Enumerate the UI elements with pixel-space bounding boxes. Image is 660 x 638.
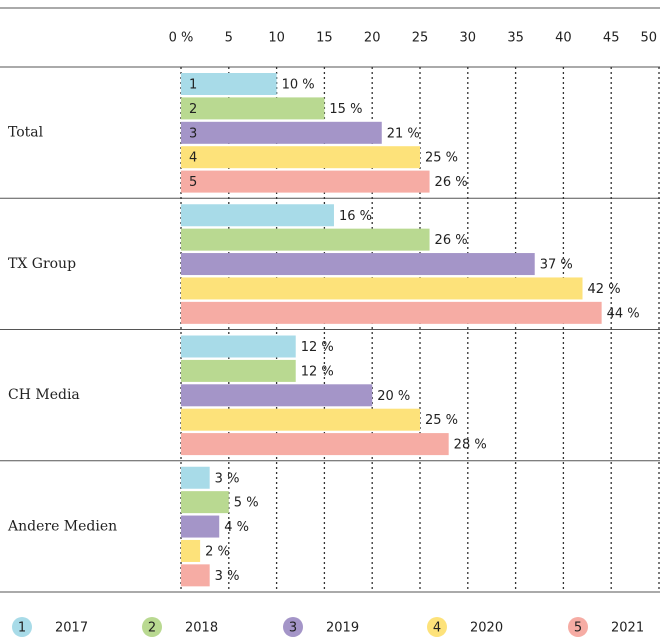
value-label: 16 % — [339, 209, 372, 224]
value-label: 5 % — [234, 496, 259, 511]
value-label: 25 % — [425, 413, 458, 428]
bar — [181, 170, 430, 193]
value-label: 28 % — [454, 438, 487, 453]
value-label: 42 % — [588, 282, 621, 297]
bar-marker: 2 — [189, 102, 197, 117]
legend-marker: 5 — [574, 621, 582, 636]
value-label: 20 % — [377, 389, 410, 404]
bar — [181, 121, 382, 144]
value-label: 44 % — [607, 306, 640, 321]
value-label: 26 % — [435, 233, 468, 248]
legend-marker: 4 — [433, 621, 441, 636]
bar — [181, 539, 201, 562]
legend-marker: 2 — [148, 621, 156, 636]
category-label: CH Media — [8, 387, 80, 403]
category-label: Andere Medien — [7, 518, 117, 534]
bar — [181, 277, 583, 300]
x-tick-label: 20 — [364, 31, 381, 46]
value-label: 2 % — [205, 544, 230, 559]
bar — [181, 228, 430, 251]
x-tick-label: 10 — [268, 31, 285, 46]
bar — [181, 491, 229, 514]
x-tick-label: 15 — [316, 31, 333, 46]
bar — [181, 433, 449, 456]
legend-swatch — [12, 617, 32, 637]
legend-label: 2018 — [185, 621, 218, 636]
bar-marker: 5 — [189, 175, 197, 190]
x-tick-label: 25 — [412, 31, 429, 46]
bar-marker: 4 — [189, 151, 197, 166]
value-label: 3 % — [215, 569, 240, 584]
category-label: Total — [8, 125, 44, 141]
bar — [181, 97, 325, 120]
bar-marker: 3 — [189, 126, 197, 141]
bar-marker: 1 — [189, 78, 197, 93]
bar — [181, 408, 420, 431]
x-tick-label: 50 — [640, 31, 657, 46]
bar — [181, 335, 296, 358]
bar — [181, 204, 334, 227]
bar — [181, 384, 373, 407]
value-label: 12 % — [301, 364, 334, 379]
x-tick-label: 35 — [507, 31, 524, 46]
legend-swatch — [283, 617, 303, 637]
legend-label: 2019 — [326, 621, 359, 636]
value-label: 21 % — [387, 126, 420, 141]
x-tick-label: 0 % — [169, 31, 194, 46]
bar — [181, 515, 220, 538]
x-tick-label: 40 — [555, 31, 572, 46]
legend-marker: 1 — [18, 621, 26, 636]
value-label: 26 % — [435, 175, 468, 190]
value-label: 37 % — [540, 258, 573, 273]
bar — [181, 466, 210, 489]
bar — [181, 73, 277, 95]
bar — [181, 253, 535, 276]
legend-swatch — [568, 617, 588, 637]
legend-marker: 3 — [289, 621, 297, 636]
legend-label: 2017 — [55, 621, 88, 636]
bar — [181, 301, 602, 324]
legend-label: 2020 — [470, 621, 503, 636]
x-tick-label: 5 — [225, 31, 233, 46]
bar — [181, 359, 296, 382]
legend-label: 2021 — [611, 621, 644, 636]
x-tick-label: 45 — [603, 31, 620, 46]
value-label: 3 % — [215, 471, 240, 486]
value-label: 25 % — [425, 151, 458, 166]
value-label: 12 % — [301, 340, 334, 355]
legend-swatch — [142, 617, 162, 637]
x-tick-label: 30 — [460, 31, 477, 46]
value-label: 15 % — [329, 102, 362, 117]
bar — [181, 564, 210, 587]
legend-swatch — [427, 617, 447, 637]
value-label: 10 % — [282, 78, 315, 93]
category-label: TX Group — [8, 256, 76, 272]
bar — [181, 146, 420, 169]
value-label: 4 % — [224, 520, 249, 535]
